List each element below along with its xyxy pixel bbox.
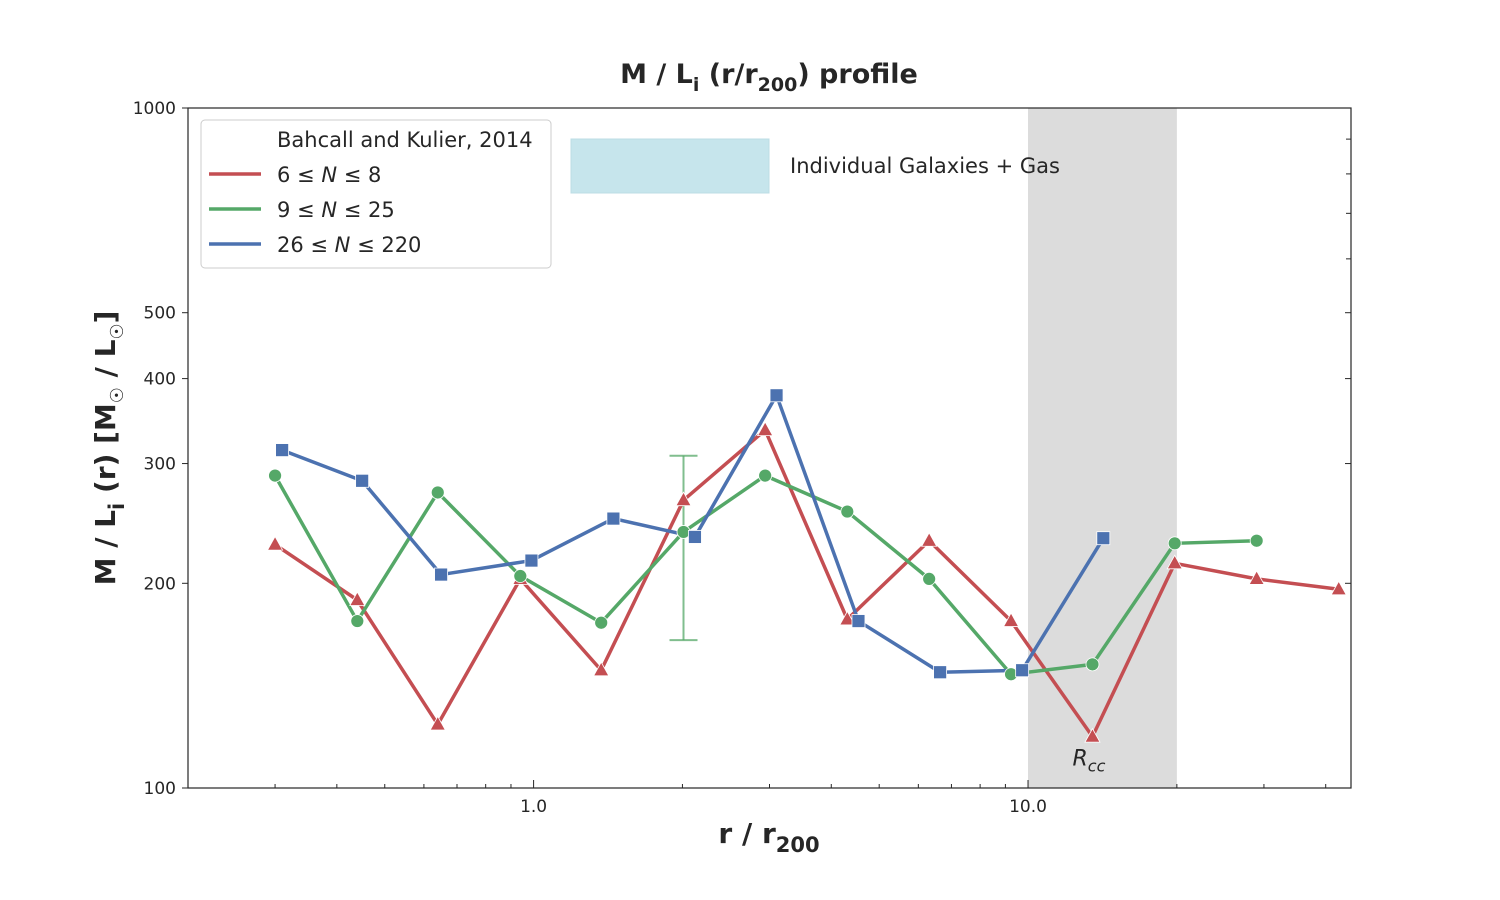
square-marker xyxy=(524,553,539,568)
series-group xyxy=(266,388,1347,743)
circle-marker xyxy=(840,504,855,519)
legend: Bahcall and Kulier, 2014 6 ≤ N ≤ 8 9 ≤ N… xyxy=(200,119,552,269)
triangle-marker xyxy=(839,610,856,626)
y-tick-label: 1000 xyxy=(133,99,176,119)
legend-entry-2: 9 ≤ N ≤ 25 xyxy=(277,198,395,222)
legend-entry-1: 6 ≤ N ≤ 8 xyxy=(277,163,381,187)
x-axis-label: r / r200 xyxy=(718,817,819,857)
circle-marker xyxy=(268,468,282,483)
y-tick-label: 100 xyxy=(144,779,176,799)
r-cc-shaded-band xyxy=(1028,108,1177,788)
series-line-triangle xyxy=(274,428,1339,739)
triangle-marker xyxy=(1166,554,1183,570)
legend-entry-3: 26 ≤ N ≤ 220 xyxy=(277,233,421,257)
legend-title: Bahcall and Kulier, 2014 xyxy=(277,128,533,152)
y-tick-label: 300 xyxy=(144,455,176,475)
square-marker xyxy=(434,567,448,582)
square-marker xyxy=(933,665,948,680)
square-marker xyxy=(688,530,702,544)
square-marker xyxy=(1015,663,1030,678)
error-bar xyxy=(669,454,698,642)
y-tick-label: 200 xyxy=(144,574,176,594)
square-marker xyxy=(851,614,866,628)
triangle-marker xyxy=(593,661,610,677)
triangle-marker xyxy=(675,491,692,507)
triangle-marker xyxy=(1002,612,1020,627)
legend-box xyxy=(200,119,552,269)
circle-marker xyxy=(350,614,365,628)
y-tick-label: 500 xyxy=(144,304,176,324)
axis-ticks: 1.0 10.0 100 200 300 400 500 1000 xyxy=(133,99,1351,817)
square-marker xyxy=(1096,531,1111,546)
triangle-marker xyxy=(1330,580,1347,596)
annotation-text: Individual Galaxies + Gas xyxy=(790,154,1060,178)
triangle-marker xyxy=(1248,570,1265,585)
plot-frame xyxy=(187,107,1352,789)
circle-marker xyxy=(758,468,773,483)
circle-marker xyxy=(513,569,528,583)
triangle-marker xyxy=(349,591,366,606)
triangle-marker xyxy=(1084,727,1101,743)
square-marker xyxy=(606,511,621,526)
x-tick-label: 1.0 xyxy=(520,797,547,817)
circle-marker xyxy=(1249,533,1264,548)
circle-marker xyxy=(922,572,937,586)
triangle-marker xyxy=(920,531,938,547)
triangle-marker xyxy=(266,535,284,551)
square-marker xyxy=(275,443,290,457)
chart-title: M / Li (r/r200) profile xyxy=(620,59,918,96)
annotation-swatch xyxy=(570,138,770,194)
circle-marker xyxy=(1085,657,1100,672)
circle-marker xyxy=(594,615,609,630)
y-tick-label: 400 xyxy=(144,370,176,390)
x-tick-label: 10.0 xyxy=(1009,797,1047,817)
circle-marker xyxy=(430,485,445,500)
circle-marker xyxy=(1167,536,1182,551)
y-axis-label: M / Li (r) [M☉ / L☉] xyxy=(89,311,129,586)
r-cc-label: Rcc xyxy=(1072,746,1105,775)
square-marker xyxy=(769,388,784,403)
triangle-marker xyxy=(429,715,446,731)
triangle-marker xyxy=(756,421,774,436)
square-marker xyxy=(355,473,370,488)
